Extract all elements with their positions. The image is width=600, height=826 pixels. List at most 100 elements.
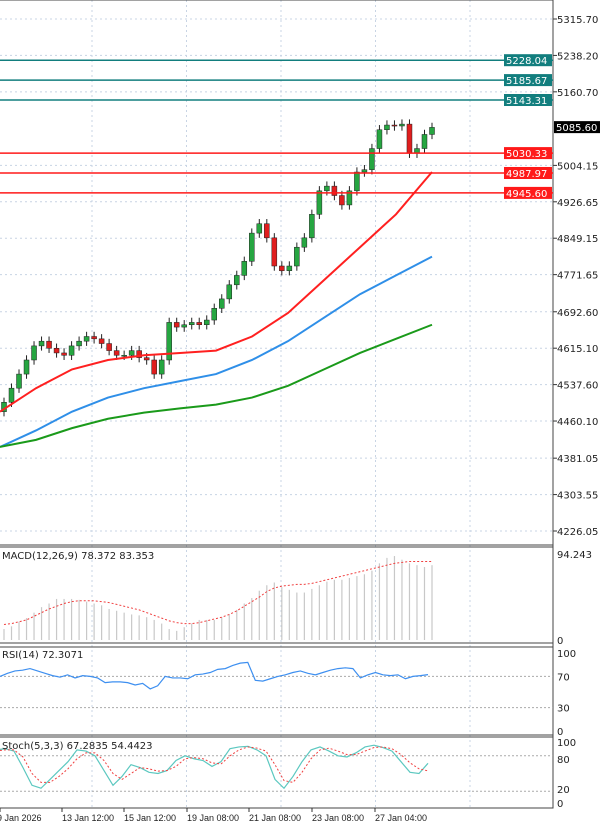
candle-bullish <box>16 373 22 389</box>
price-tick-label: 4381.05 <box>557 454 598 465</box>
candle-bullish <box>346 190 353 206</box>
price-tick-label: 4926.65 <box>557 198 598 209</box>
candle-bullish <box>121 355 127 357</box>
candle-bearish <box>98 338 105 344</box>
candle-bearish <box>331 185 338 196</box>
candle-bullish <box>421 134 428 149</box>
candle-bullish <box>219 298 225 309</box>
level-label: 5143.31 <box>506 96 547 107</box>
candle-bearish <box>279 265 285 271</box>
price-tick-label: 5004.15 <box>557 161 598 172</box>
macd-axis-label: 94.243 <box>557 550 592 561</box>
price-tick-label: 4303.55 <box>557 491 598 502</box>
candle-bullish <box>399 123 405 127</box>
rsi-axis-label: 0 <box>557 727 563 738</box>
candle-bearish <box>271 237 278 267</box>
candle-bullish <box>309 214 315 239</box>
candle-bearish <box>143 357 150 361</box>
level-label-box <box>504 166 552 179</box>
candle-bearish <box>113 350 120 356</box>
candle-bullish <box>354 171 360 192</box>
time-axis-label: 15 Jan 12:00 <box>124 813 176 823</box>
moving-average-line <box>0 323 433 448</box>
level-label-box <box>504 74 552 87</box>
candle-bullish <box>369 148 375 170</box>
candle-bullish <box>256 223 263 234</box>
stoch-axis-label: 100 <box>557 738 576 749</box>
price-tick-label: 4615.10 <box>557 344 598 355</box>
level-label: 5228.04 <box>506 56 547 67</box>
candle-bullish <box>76 340 82 347</box>
candle-bullish <box>324 185 330 192</box>
candle-bearish <box>406 123 413 154</box>
candle-bearish <box>339 195 345 206</box>
candle-bullish <box>23 359 30 375</box>
candle-bullish <box>376 129 383 149</box>
stoch-axis-label: 20 <box>557 785 570 796</box>
candle-bearish <box>136 350 142 358</box>
candle-bullish <box>188 322 195 325</box>
price-tick-label: 4771.65 <box>557 271 598 282</box>
candle-bullish <box>234 275 240 286</box>
candle-bearish <box>106 343 112 351</box>
time-axis-label: 19 Jan 08:00 <box>187 813 239 823</box>
candle-bullish <box>38 340 45 347</box>
candle-bearish <box>391 124 398 127</box>
price-tick-label: 5238.20 <box>557 51 598 62</box>
candle-bearish <box>91 336 97 340</box>
price-tick-label: 4226.05 <box>557 527 598 538</box>
stoch-signal-line <box>0 746 429 783</box>
time-axis-label: 21 Jan 08:00 <box>249 813 301 823</box>
candle-bullish <box>211 308 217 321</box>
price-tick-label: 5160.70 <box>557 88 598 99</box>
candle-bearish <box>53 347 60 354</box>
current-price-label: 5085.60 <box>556 123 597 134</box>
rsi-axis-label: 30 <box>557 704 570 715</box>
moving-average-line <box>0 255 433 448</box>
macd-signal-line <box>3 561 432 625</box>
candle-bullish <box>158 359 165 375</box>
price-tick-label: 5315.70 <box>557 15 598 26</box>
candle-bullish <box>68 345 75 356</box>
candle-bullish <box>8 387 15 403</box>
candle-bullish <box>294 246 300 267</box>
rsi-line <box>0 661 429 690</box>
candle-bullish <box>83 336 90 342</box>
candle-bearish <box>196 322 202 325</box>
rsi-axis-label: 70 <box>557 672 570 683</box>
stoch-axis-label: 0 <box>557 799 563 810</box>
level-label: 5185.67 <box>506 76 547 87</box>
stoch-label: Stoch(5,3,3) 67.2835 54.4423 <box>2 741 153 752</box>
stoch-main-line <box>0 744 429 790</box>
candle-bullish <box>226 284 233 300</box>
candle-bullish <box>181 324 187 328</box>
current-price-box <box>554 121 600 134</box>
time-axis-label: 23 Jan 08:00 <box>312 813 364 823</box>
rsi-label: RSI(14) 72.3071 <box>2 650 83 661</box>
time-axis-label: 13 Jan 12:00 <box>62 813 114 823</box>
candle-bullish <box>286 265 293 271</box>
level-label: 4945.60 <box>506 189 547 200</box>
moving-average-line <box>0 171 433 413</box>
candle-bullish <box>384 124 390 130</box>
level-label-box <box>504 54 552 67</box>
price-tick-label: 4537.60 <box>557 381 598 392</box>
candle-bullish <box>361 169 368 173</box>
price-tick-label: 4460.10 <box>557 417 598 428</box>
time-axis-label: 27 Jan 04:00 <box>375 813 427 823</box>
level-label: 5030.33 <box>506 149 547 160</box>
candle-bullish <box>241 261 248 276</box>
macd-label: MACD(12,26,9) 78.372 83.353 <box>2 551 154 562</box>
level-label-box <box>504 94 552 107</box>
candle-bearish <box>264 223 270 239</box>
level-label-box <box>504 186 552 199</box>
candle-bullish <box>316 190 323 215</box>
candle-bullish <box>166 322 172 361</box>
candle-bullish <box>203 319 210 325</box>
candle-bullish <box>301 237 308 248</box>
candle-bullish <box>249 232 255 262</box>
candle-bearish <box>173 322 180 328</box>
price-tick-label: 4692.60 <box>557 308 598 319</box>
